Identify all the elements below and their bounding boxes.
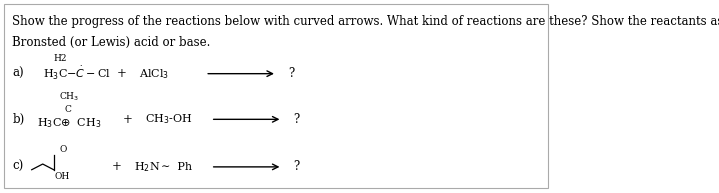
Text: H2: H2 [54,54,68,63]
Text: H$_2$N: H$_2$N [134,160,160,174]
Text: ?: ? [288,67,294,80]
Text: Show the progress of the reactions below with curved arrows. What kind of reacti: Show the progress of the reactions below… [12,15,719,28]
Text: +: + [111,160,122,173]
FancyBboxPatch shape [4,4,549,188]
Text: H$_3$C$\oplus$  CH$_3$: H$_3$C$\oplus$ CH$_3$ [37,116,101,130]
Text: +: + [117,67,127,80]
Text: Bronsted (or Lewis) acid or base.: Bronsted (or Lewis) acid or base. [12,36,211,49]
Text: CH$_3$: CH$_3$ [59,90,80,103]
Text: C: C [65,105,72,114]
Text: a): a) [12,67,24,80]
Text: ?: ? [293,113,300,126]
Text: +: + [123,113,132,126]
Text: OH: OH [54,172,70,181]
Text: b): b) [12,113,24,126]
Text: H$_3$C$-\dot{C}-$Cl: H$_3$C$-\dot{C}-$Cl [42,65,111,82]
Text: c): c) [12,160,24,173]
Text: CH$_3$-OH: CH$_3$-OH [145,113,192,126]
Text: AlCl$_3$: AlCl$_3$ [139,67,169,80]
Text: ?: ? [293,160,300,173]
Text: ∼  Ph: ∼ Ph [161,162,192,172]
Text: O: O [59,145,67,154]
